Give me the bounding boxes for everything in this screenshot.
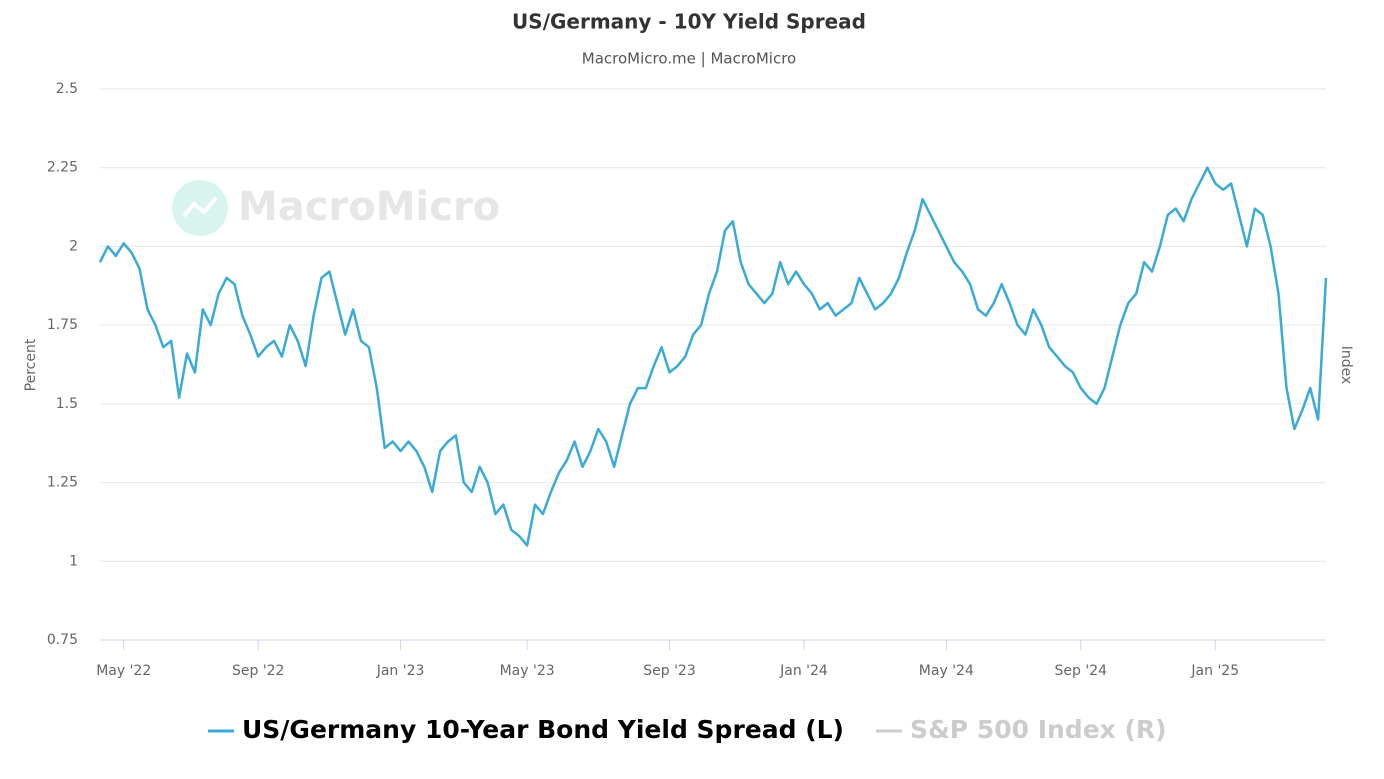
x-tick-label: May '24 <box>919 663 974 679</box>
y-tick-label: 2.25 <box>47 160 78 176</box>
y-tick-label: 1 <box>69 553 78 569</box>
x-tick-label: Sep '22 <box>232 663 285 679</box>
y-tick-label: 1.75 <box>47 317 78 333</box>
x-tick-label: May '23 <box>500 663 555 679</box>
x-tick-label: May '22 <box>96 663 151 679</box>
x-tick-label: Jan '25 <box>1190 663 1239 679</box>
y-tick-label: 1.25 <box>47 475 78 491</box>
chart-subtitle: MacroMicro.me | MacroMicro <box>582 50 796 68</box>
x-tick-label: Sep '23 <box>643 663 696 679</box>
legend-item[interactable]: S&P 500 Index (R) <box>875 715 1167 744</box>
data-line <box>98 166 1328 547</box>
y-tick-label: 2.5 <box>56 81 78 97</box>
y-tick-label: 1.5 <box>56 396 78 412</box>
legend: US/Germany 10-Year Bond Yield Spread (L)… <box>208 715 1167 744</box>
y2-axis-title: Index <box>1338 346 1354 385</box>
chart-title: US/Germany - 10Y Yield Spread <box>512 10 866 34</box>
x-tick-label: Jan '24 <box>779 663 828 679</box>
legend-label: US/Germany 10-Year Bond Yield Spread (L) <box>242 715 844 744</box>
watermark-icon-line <box>182 196 218 218</box>
y-tick-label: 0.75 <box>47 632 78 648</box>
x-tick-label: Sep '24 <box>1055 663 1108 679</box>
legend-item[interactable]: US/Germany 10-Year Bond Yield Spread (L) <box>208 715 844 744</box>
x-tick-label: Jan '23 <box>376 663 425 679</box>
watermark: MacroMicro <box>172 180 500 236</box>
watermark-text: MacroMicro <box>238 184 500 230</box>
legend-label: S&P 500 Index (R) <box>910 715 1167 744</box>
watermark-icon <box>172 180 228 236</box>
y-axis-title: Percent <box>23 338 39 391</box>
y-tick-label: 2 <box>69 238 78 254</box>
